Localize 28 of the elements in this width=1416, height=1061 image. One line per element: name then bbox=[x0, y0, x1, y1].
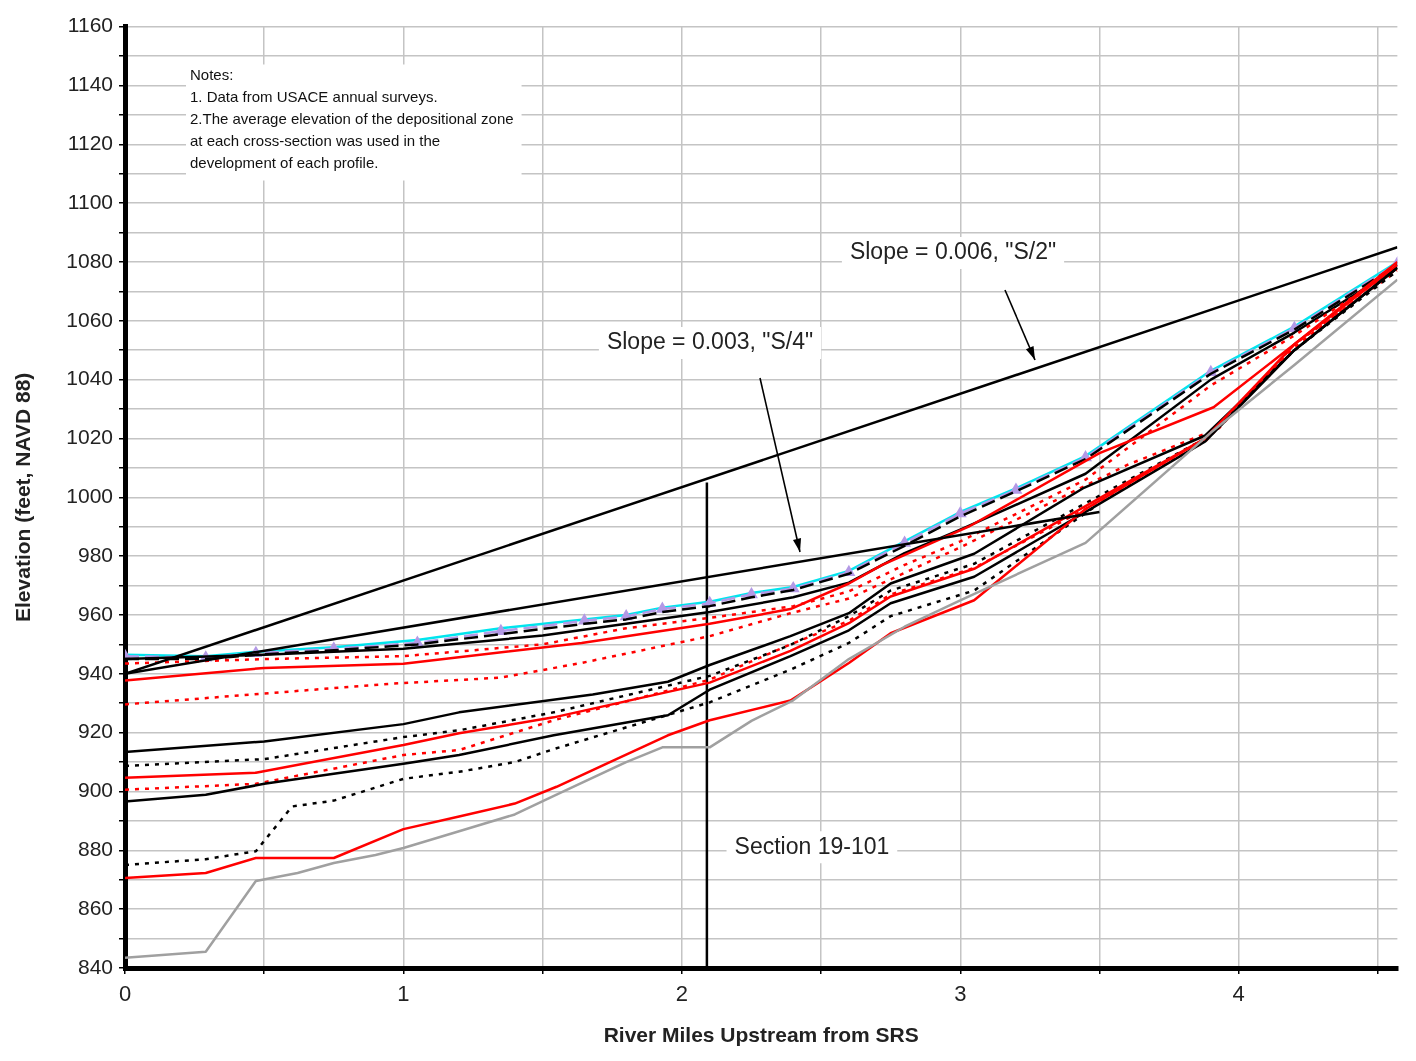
y-tick-label: 1000 bbox=[66, 484, 113, 508]
y-tick-label: 1060 bbox=[66, 307, 113, 331]
x-tick-label: 0 bbox=[118, 981, 132, 1007]
annotation: Slope = 0.006, "S/2" bbox=[849, 238, 1057, 265]
x-tick-label: 2 bbox=[675, 981, 688, 1007]
annotation: Slope = 0.003, "S/4" bbox=[606, 328, 814, 355]
y-tick-label: 1140 bbox=[67, 72, 113, 96]
y-tick-label: 1100 bbox=[67, 189, 113, 213]
y-tick-label: 940 bbox=[77, 660, 113, 684]
y-tick-label: 880 bbox=[77, 837, 113, 861]
x-tick-label: 1 bbox=[397, 981, 410, 1007]
y-tick-label: 900 bbox=[77, 778, 113, 802]
y-tick-label: 1040 bbox=[66, 366, 113, 390]
y-tick-label: 1020 bbox=[66, 425, 113, 449]
y-tick-label: 960 bbox=[77, 601, 113, 625]
y-axis-title: Elevation (feet, NAVD 88) bbox=[11, 372, 35, 622]
y-tick-label: 860 bbox=[77, 895, 113, 919]
x-tick-label: 3 bbox=[954, 981, 967, 1007]
y-tick-label: 1160 bbox=[67, 13, 113, 37]
x-tick-label: 4 bbox=[1232, 981, 1245, 1007]
annotation: Notes: 1. Data from USACE annual surveys. 2.The average elevation of the depositional zone at each cross-section was used in the development of each profile. bbox=[190, 66, 514, 172]
y-tick-label: 920 bbox=[77, 719, 113, 743]
y-tick-label: 840 bbox=[77, 954, 113, 978]
y-tick-label: 1080 bbox=[66, 248, 113, 272]
y-tick-label: 980 bbox=[77, 542, 113, 566]
annotation: Section 19-101 bbox=[734, 832, 890, 859]
y-tick-label: 1120 bbox=[67, 131, 113, 155]
x-axis-title: River Miles Upstream from SRS bbox=[603, 1023, 919, 1047]
